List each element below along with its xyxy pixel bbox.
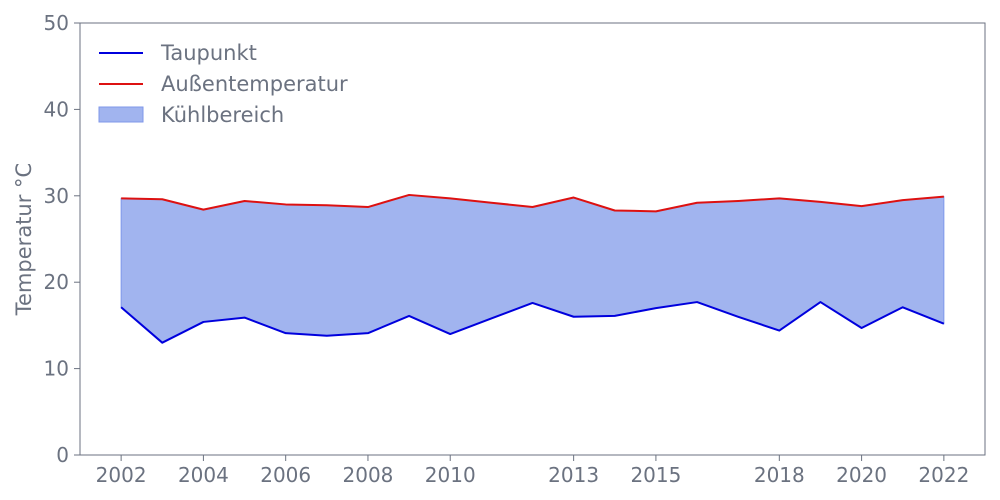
fill-area-kuehlbereich: [120, 194, 945, 344]
y-axis-label: Temperatur °C: [12, 163, 36, 316]
axes-layer: 2002 2004 2006 2008 2010 2013 2015 2018 2020 2022…: [44, 11, 970, 487]
x-tick-label-2002: 2002: [96, 463, 147, 487]
x-tick-label-2015: 2015: [630, 463, 681, 487]
legend-label-kuehlbereich: Kühlbereich: [161, 103, 284, 127]
y-tick-label-40: 40: [44, 97, 69, 121]
plot-frame: [79, 22, 986, 456]
y-tick-label-10: 10: [44, 357, 69, 381]
y-tick-label-0: 0: [56, 443, 69, 467]
x-tick-label-2013: 2013: [548, 463, 599, 487]
legend-swatch-kuehlbereich: [98, 106, 144, 123]
x-tick-label-2020: 2020: [836, 463, 887, 487]
legend-label-aussentemperatur: Außentemperatur: [161, 72, 348, 96]
legend: Taupunkt Außentemperatur Kühlbereich: [98, 41, 348, 127]
x-tick-label-2004: 2004: [178, 463, 229, 487]
fill-layer: [120, 194, 945, 344]
y-tick-label-20: 20: [44, 270, 69, 294]
series-line-1: [121, 193, 944, 213]
lines-layer: [120, 193, 945, 344]
x-tick-label-2010: 2010: [425, 463, 476, 487]
x-tick-label-2018: 2018: [754, 463, 805, 487]
y-tick-label-50: 50: [44, 11, 69, 35]
x-tick-label-2022: 2022: [918, 463, 969, 487]
y-tick-label-30: 30: [44, 184, 69, 208]
x-tick-label-2006: 2006: [260, 463, 311, 487]
legend-label-taupunkt: Taupunkt: [160, 41, 257, 65]
series-line-0: [120, 301, 945, 344]
x-tick-label-2008: 2008: [343, 463, 394, 487]
